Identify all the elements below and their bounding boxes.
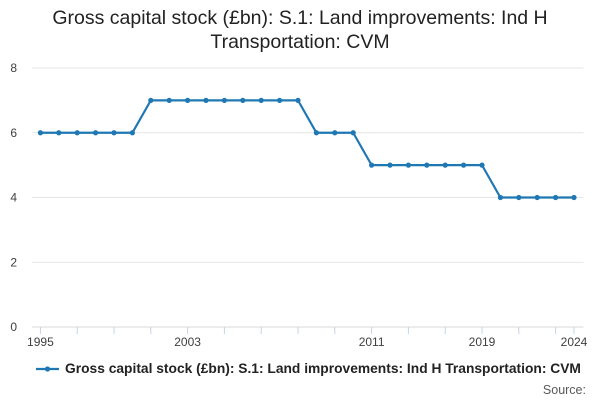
svg-text:2: 2 [10, 255, 17, 269]
svg-text:2019: 2019 [469, 335, 496, 349]
svg-text:6: 6 [10, 126, 17, 140]
svg-text:0: 0 [10, 320, 17, 334]
svg-text:4: 4 [10, 191, 17, 205]
svg-text:2024: 2024 [561, 335, 588, 349]
svg-text:2011: 2011 [359, 335, 385, 349]
svg-text:1995: 1995 [27, 335, 54, 349]
svg-text:8: 8 [10, 61, 17, 75]
svg-text:2003: 2003 [174, 335, 201, 349]
